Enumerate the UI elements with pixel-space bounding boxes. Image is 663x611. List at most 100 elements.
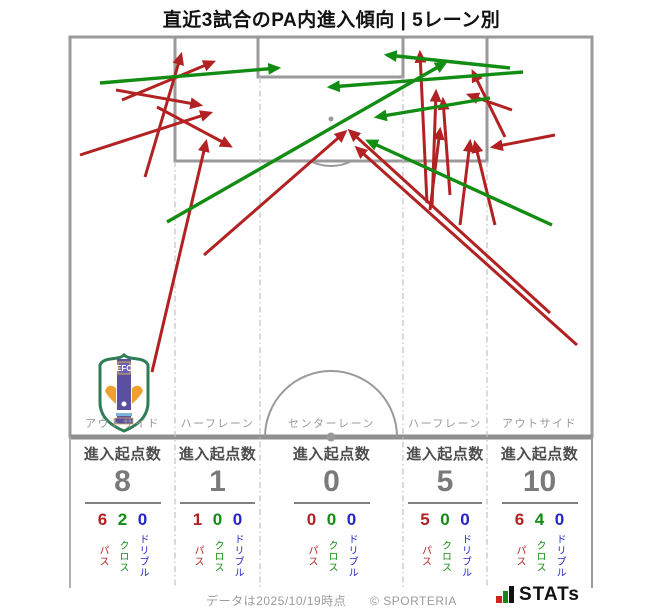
crest-monogram-frame xyxy=(117,361,131,375)
lane-dividers xyxy=(174,77,488,588)
entry-type-breakdown: 5 パス 0 クロス 0 ドリブル xyxy=(403,510,487,580)
entry-arrow-pass xyxy=(437,96,452,196)
stat-divider xyxy=(180,502,255,504)
entry-arrow-cross xyxy=(373,96,491,122)
entry-origin-count-value: 10 xyxy=(522,465,557,498)
stat-divider xyxy=(293,502,370,504)
dribble-count: 0 xyxy=(460,510,470,529)
lane-stats-column: アウトサイド 進入起点数 10 6 パス 4 クロス 0 ドリブル xyxy=(487,416,592,580)
bar-chart-logo-icon xyxy=(496,586,514,603)
entry-origin-count-value: 1 xyxy=(209,465,226,498)
lane-stats-column: ハーフレーン 進入起点数 1 1 パス 0 クロス 0 ドリブル xyxy=(175,416,260,580)
penalty-spot xyxy=(328,116,334,122)
team-crest-icon: EFC xyxy=(98,352,150,433)
center-spot xyxy=(326,432,336,442)
dribble-count: 0 xyxy=(554,510,565,529)
dribble-stat: 0 ドリブル xyxy=(458,510,473,580)
dribble-stat: 0 ドリブル xyxy=(230,510,245,580)
cross-count: 0 xyxy=(440,510,450,529)
lane-label: アウトサイド xyxy=(85,418,160,430)
entry-arrow-cross xyxy=(99,62,282,85)
cross-stat: 4 クロス xyxy=(532,510,547,580)
entry-origin-count-value: 5 xyxy=(436,465,454,498)
pass-count: 0 xyxy=(306,510,317,529)
logo-bar-black xyxy=(509,586,514,603)
cross-count: 0 xyxy=(326,510,337,529)
cross-stat: 0 クロス xyxy=(438,510,453,580)
entry-origin-count-header: 進入起点数 xyxy=(406,446,484,463)
dribble-count: 0 xyxy=(137,510,148,529)
cross-label: クロス xyxy=(117,539,128,573)
entry-type-breakdown: 0 パス 0 クロス 0 ドリブル xyxy=(260,510,403,580)
entry-arrow-pass xyxy=(489,133,556,151)
goal-area-box xyxy=(256,35,405,79)
copyright: © SPORTERIA xyxy=(370,594,457,608)
lane-label: アウトサイド xyxy=(502,418,577,430)
entry-origin-count-value: 8 xyxy=(114,465,131,498)
entry-arrow-cross xyxy=(166,61,448,224)
crest-banner xyxy=(114,417,134,425)
cross-stat: 0 クロス xyxy=(210,510,225,580)
pass-count: 6 xyxy=(97,510,108,529)
entry-arrow-pass xyxy=(156,105,233,148)
entry-arrow-cross xyxy=(365,139,553,227)
entry-type-breakdown: 6 パス 4 クロス 0 ドリブル xyxy=(487,510,592,580)
pass-label: パス xyxy=(192,545,203,567)
dribble-label: ドリブル xyxy=(554,534,565,578)
dribble-label: ドリブル xyxy=(346,534,357,578)
entry-origin-count-header: 進入起点数 xyxy=(178,446,257,463)
cross-stat: 2 クロス xyxy=(115,510,130,580)
penalty-arc xyxy=(309,160,353,167)
cross-count: 0 xyxy=(212,510,223,529)
entry-arrow-pass xyxy=(471,139,497,226)
pass-stat: 0 パス xyxy=(304,510,319,580)
entry-arrow-pass xyxy=(115,88,204,110)
crest-emblem-dot xyxy=(121,401,127,407)
dribble-stat: 0 ドリブル xyxy=(135,510,150,580)
lane-stats-column: ハーフレーン 進入起点数 5 5 パス 0 クロス 0 ドリブル xyxy=(403,416,487,580)
entry-origin-count-value: 0 xyxy=(323,465,340,498)
crest-wing-left xyxy=(105,385,116,404)
dribble-label: ドリブル xyxy=(459,534,471,578)
entry-arrow-pass xyxy=(354,145,579,347)
stat-divider xyxy=(84,502,161,504)
entry-type-breakdown: 6 パス 2 クロス 0 ドリブル xyxy=(70,510,175,580)
pass-count: 6 xyxy=(514,510,525,529)
lane-stats-column: センターレーン 進入起点数 0 0 パス 0 クロス 0 ドリブル xyxy=(260,416,403,580)
cross-count: 4 xyxy=(534,510,545,529)
sporteria-stats-logo: STATs xyxy=(496,584,580,605)
stats-logo-text: STATs xyxy=(519,584,580,605)
lane-label: センターレーン xyxy=(288,418,375,430)
center-circle-arc xyxy=(264,370,398,438)
pass-label: パス xyxy=(306,545,317,567)
pass-label: パス xyxy=(419,545,431,567)
page-title: 直近3試合のPA内進入傾向 | 5レーン別 xyxy=(162,10,501,31)
dribble-count: 0 xyxy=(346,510,357,529)
footer-note: データは2025/10/19時点 © SPORTERIA xyxy=(0,592,663,609)
crest-wing-right xyxy=(132,385,143,404)
cross-count: 2 xyxy=(117,510,128,529)
entry-origin-count-header: 進入起点数 xyxy=(292,446,371,463)
dribble-stat: 0 ドリブル xyxy=(552,510,567,580)
entry-origin-count-header: 進入起点数 xyxy=(500,446,579,463)
dribble-stat: 0 ドリブル xyxy=(344,510,359,580)
entry-arrow-cross xyxy=(383,50,511,70)
crest-stripe xyxy=(116,410,132,413)
stat-divider xyxy=(501,502,578,504)
cross-label: クロス xyxy=(326,539,337,573)
cross-label: クロス xyxy=(439,539,451,573)
pass-stat: 1 パス xyxy=(190,510,205,580)
crest-band xyxy=(117,359,131,423)
dribble-label: ドリブル xyxy=(137,534,148,578)
entry-arrow-pass xyxy=(471,69,507,138)
cross-stat: 0 クロス xyxy=(324,510,339,580)
entry-type-breakdown: 1 パス 0 クロス 0 ドリブル xyxy=(175,510,260,580)
data-timestamp: データは2025/10/19時点 xyxy=(206,594,347,608)
crest-stripe xyxy=(116,413,132,416)
pass-stat: 6 パス xyxy=(512,510,527,580)
dribble-count: 0 xyxy=(232,510,243,529)
stat-divider xyxy=(408,502,482,504)
entry-arrow-cross xyxy=(326,70,524,93)
